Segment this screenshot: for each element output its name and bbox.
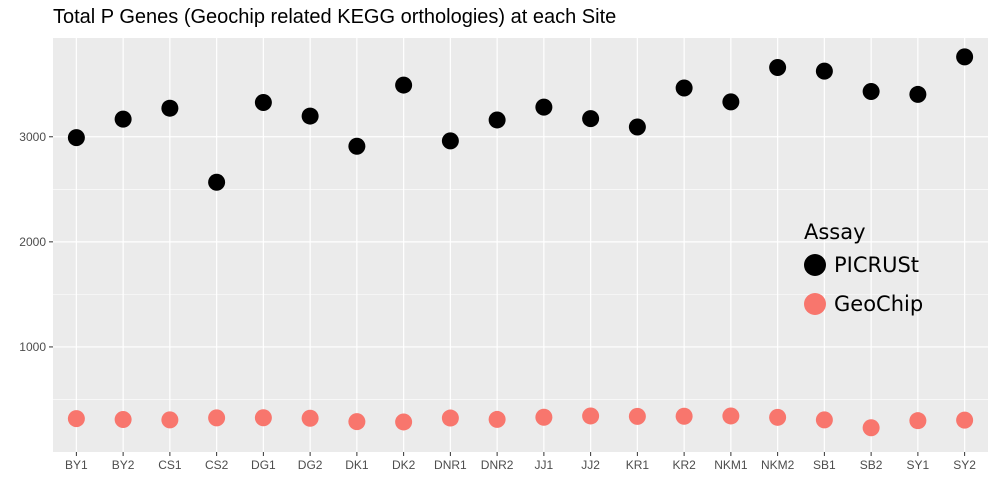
legend-label-picrust: PICRUSt bbox=[834, 253, 919, 277]
geochip-point bbox=[909, 412, 927, 430]
geochip-point bbox=[488, 410, 506, 428]
x-tick-label: DG2 bbox=[298, 458, 323, 472]
geochip-point bbox=[348, 413, 366, 431]
legend: Assay PICRUSt GeoChip bbox=[804, 220, 923, 316]
x-tick-label: CS2 bbox=[205, 458, 229, 472]
x-tick-label: CS1 bbox=[158, 458, 182, 472]
picrust-point bbox=[208, 173, 226, 191]
picrust-point bbox=[488, 111, 506, 129]
geochip-point bbox=[301, 409, 319, 427]
picrust-point bbox=[535, 98, 553, 116]
picrust-point bbox=[67, 129, 85, 147]
y-tick-label: 1000 bbox=[19, 340, 46, 354]
x-tick-label: BY1 bbox=[65, 458, 88, 472]
picrust-point bbox=[114, 110, 132, 128]
x-tick-label: KR2 bbox=[672, 458, 696, 472]
geochip-point bbox=[208, 409, 226, 427]
picrust-point bbox=[956, 48, 974, 66]
x-tick-label: KR1 bbox=[626, 458, 650, 472]
geochip-point bbox=[675, 407, 693, 425]
x-tick-label: SB2 bbox=[860, 458, 883, 472]
legend-label-geochip: GeoChip bbox=[834, 292, 923, 316]
y-tick-label: 2000 bbox=[19, 235, 46, 249]
x-tick-label: DNR1 bbox=[434, 458, 467, 472]
picrust-point bbox=[815, 62, 833, 80]
geochip-point bbox=[441, 409, 459, 427]
plot-panel bbox=[53, 38, 988, 452]
geochip-point bbox=[535, 408, 553, 426]
x-tick-label: SB1 bbox=[813, 458, 836, 472]
picrust-point bbox=[161, 99, 179, 117]
picrust-point bbox=[254, 94, 272, 112]
x-tick-label: BY2 bbox=[112, 458, 135, 472]
geochip-point bbox=[628, 407, 646, 425]
picrust-point bbox=[862, 82, 880, 100]
geochip-point bbox=[722, 407, 740, 425]
geochip-point bbox=[254, 409, 272, 427]
x-tick-label: DK2 bbox=[392, 458, 416, 472]
picrust-point bbox=[722, 93, 740, 111]
picrust-point bbox=[675, 79, 693, 97]
x-tick-label: SY1 bbox=[907, 458, 930, 472]
picrust-point bbox=[769, 59, 787, 77]
picrust-point bbox=[628, 118, 646, 136]
x-tick-label: DNR2 bbox=[481, 458, 514, 472]
chart-title: Total P Genes (Geochip related KEGG orth… bbox=[53, 6, 617, 28]
geochip-point bbox=[161, 411, 179, 429]
legend-key-geochip bbox=[804, 293, 826, 315]
picrust-point bbox=[395, 76, 413, 94]
geochip-point bbox=[956, 411, 974, 429]
legend-key-picrust bbox=[804, 254, 826, 276]
geochip-point bbox=[862, 419, 880, 437]
x-tick-label: SY2 bbox=[953, 458, 976, 472]
geochip-point bbox=[395, 413, 413, 431]
legend-title: Assay bbox=[804, 220, 866, 244]
geochip-point bbox=[582, 407, 600, 425]
x-tick-label: NKM2 bbox=[761, 458, 795, 472]
geochip-point bbox=[67, 410, 85, 428]
picrust-point bbox=[348, 137, 366, 155]
x-tick-label: DK1 bbox=[345, 458, 369, 472]
x-tick-label: JJ1 bbox=[535, 458, 554, 472]
x-tick-label: DG1 bbox=[251, 458, 276, 472]
geochip-point bbox=[114, 411, 132, 429]
picrust-point bbox=[301, 107, 319, 125]
x-tick-label: NKM1 bbox=[714, 458, 748, 472]
geochip-point bbox=[769, 408, 787, 426]
picrust-point bbox=[909, 85, 927, 103]
picrust-point bbox=[441, 132, 459, 150]
geochip-point bbox=[815, 411, 833, 429]
picrust-point bbox=[582, 110, 600, 128]
x-tick-label: JJ2 bbox=[581, 458, 600, 472]
y-tick-label: 3000 bbox=[19, 130, 46, 144]
